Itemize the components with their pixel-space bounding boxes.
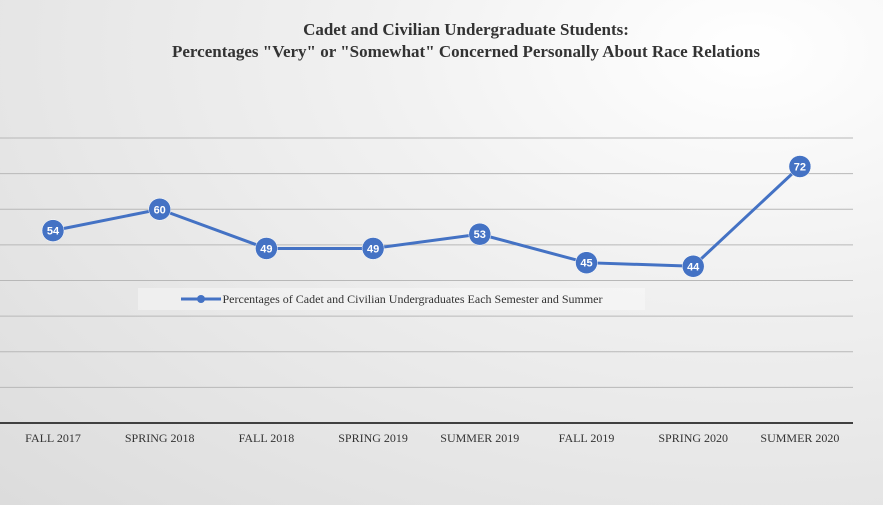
data-point [148,198,171,221]
data-point [788,155,812,178]
legend: Percentages of Cadet and Civilian Underg… [138,288,645,310]
data-point [41,219,65,242]
legend-marker-icon [180,295,221,303]
x-tick-label: SUMMER 2020 [760,431,839,445]
data-point [468,222,492,246]
series-line [52,165,801,268]
data-point [361,237,385,260]
data-label: 54 [47,226,60,238]
x-tick-label: SPRING 2018 [125,431,195,445]
chart-title-line1: Cadet and Civilian Undergraduate Student… [303,20,629,39]
data-point [681,255,705,278]
x-tick-label: FALL 2018 [239,431,295,445]
data-label: 49 [367,243,379,255]
legend-label: Percentages of Cadet and Civilian Underg… [222,291,603,306]
data-label: 53 [474,229,486,241]
chart-title: Cadet and Civilian Undergraduate Student… [0,19,883,63]
data-point [575,251,598,274]
x-tick-label: FALL 2017 [25,431,81,445]
x-tick-label: SPRING 2019 [338,431,408,445]
data-label: 45 [580,258,592,270]
x-tick-label: SPRING 2020 [658,431,728,445]
data-label: 72 [794,162,806,174]
data-label: 49 [260,243,272,255]
data-label: 44 [687,261,700,273]
data-point [255,237,278,260]
x-tick-label: FALL 2019 [559,431,615,445]
data-label: 60 [154,204,166,216]
x-tick-label: SUMMER 2019 [440,431,519,445]
chart-subtitle: Percentages "Very" or "Somewhat" Concern… [172,42,760,61]
